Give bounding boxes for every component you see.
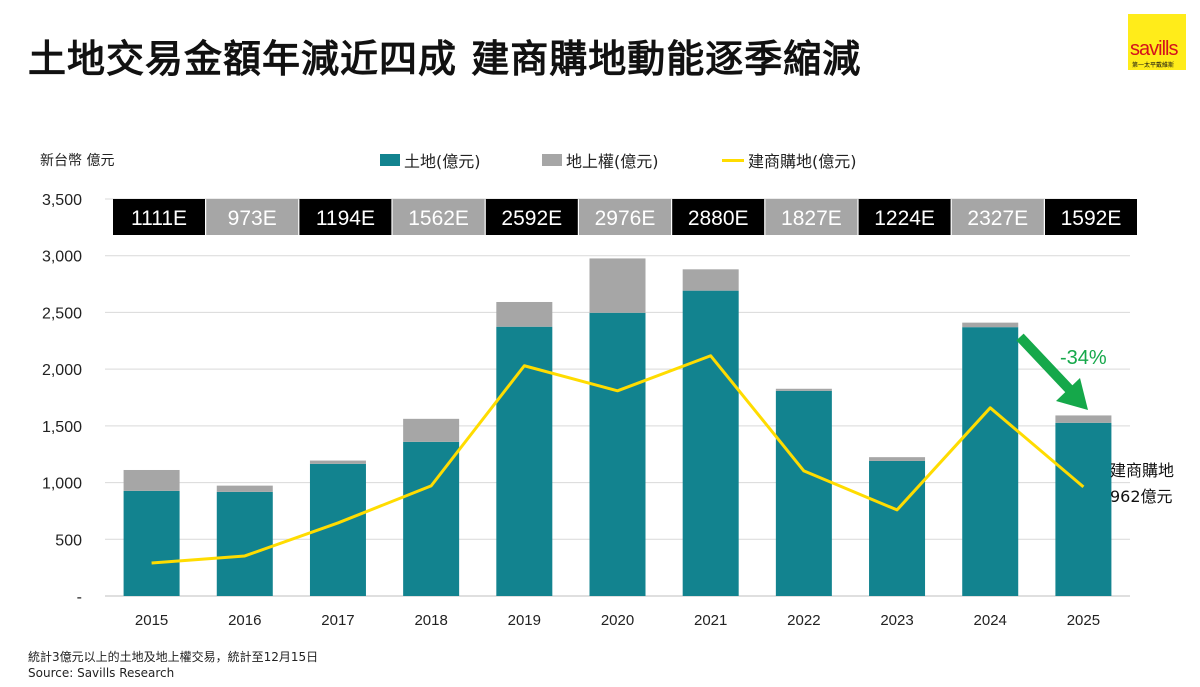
- x-tick-label: 2016: [228, 612, 261, 629]
- legend-developer: 建商購地(億元): [722, 148, 857, 172]
- legend-label: 地上權(億元): [566, 152, 659, 171]
- legend-label: 土地(億元): [404, 152, 481, 171]
- arrow-shaft: [1016, 333, 1074, 394]
- legend-land: 土地(億元): [380, 148, 481, 172]
- total-label-box: [113, 199, 205, 235]
- y-tick-label: -: [77, 589, 82, 606]
- total-label: 2592E: [501, 207, 562, 230]
- bar-land: [589, 312, 646, 596]
- bar-land: [403, 441, 460, 596]
- x-tick-label: 2015: [135, 612, 168, 629]
- y-tick-label: 1,000: [42, 476, 82, 493]
- total-label-box: [206, 199, 299, 235]
- total-label-box: [485, 199, 578, 235]
- y-axis-unit: 新台幣 億元: [40, 153, 115, 169]
- bar-land: [682, 290, 739, 596]
- x-tick-label: 2024: [974, 612, 1007, 629]
- x-tick-label: 2019: [508, 612, 541, 629]
- total-label: 1194E: [316, 207, 375, 230]
- total-label-box: [392, 199, 485, 235]
- total-label: 1224E: [874, 207, 935, 230]
- total-label: 1562E: [408, 207, 469, 230]
- bar-land: [869, 460, 926, 596]
- total-label-box: [579, 199, 671, 235]
- bar-rights: [869, 457, 926, 461]
- bar-rights: [216, 485, 273, 492]
- y-tick-label: 3,000: [42, 249, 82, 266]
- total-label: 2327E: [967, 207, 1028, 230]
- bar-land: [1055, 422, 1112, 596]
- total-label-box: [1045, 199, 1137, 235]
- legend-label: 建商購地(億元): [748, 152, 857, 171]
- total-label: 973E: [228, 207, 277, 230]
- x-tick-label: 2018: [414, 612, 447, 629]
- total-label-box: [858, 199, 951, 235]
- bar-land: [216, 491, 273, 596]
- bar-rights: [1055, 415, 1112, 423]
- bar-rights: [682, 269, 739, 291]
- x-tick-label: 2025: [1067, 612, 1100, 629]
- y-tick-label: 3,500: [42, 192, 82, 209]
- x-tick-label: 2021: [694, 612, 727, 629]
- bar-rights: [403, 418, 460, 442]
- total-label: 2880E: [688, 207, 749, 230]
- x-tick-label: 2020: [601, 612, 634, 629]
- y-tick-label: 2,000: [42, 362, 82, 379]
- bar-rights: [123, 469, 180, 491]
- end-label: 建商購地: [1110, 461, 1174, 480]
- total-label-box: [299, 199, 392, 235]
- footnote: 統計3億元以上的土地及地上權交易，統計至12月15日: [28, 650, 319, 664]
- y-tick-label: 1,500: [42, 419, 82, 436]
- savills-logo: savills 第一太平戴維斯: [1128, 14, 1186, 70]
- bar-land: [962, 327, 1019, 596]
- bar-rights: [309, 460, 366, 464]
- legend-swatch-rights: [542, 154, 562, 166]
- end-label: 962億元: [1110, 487, 1173, 506]
- bar-land: [775, 390, 832, 596]
- source-note: Source: Savills Research: [28, 666, 175, 680]
- total-label-box: [951, 199, 1044, 235]
- x-tick-label: 2022: [787, 612, 820, 629]
- x-tick-label: 2017: [321, 612, 354, 629]
- total-label: 1111E: [131, 207, 187, 230]
- total-label: 1827E: [781, 207, 842, 230]
- x-tick-label: 2023: [880, 612, 913, 629]
- legend-swatch-land: [380, 154, 400, 166]
- legend-rights: 地上權(億元): [542, 148, 659, 172]
- y-tick-label: 500: [55, 532, 82, 549]
- bar-rights: [589, 258, 646, 313]
- total-label-box: [765, 199, 858, 235]
- bar-rights: [962, 322, 1019, 328]
- legend-swatch-line: [722, 158, 744, 162]
- bar-rights: [775, 388, 832, 391]
- page-title: 土地交易金額年減近四成 建商購地動能逐季縮減: [28, 37, 862, 81]
- total-label: 2976E: [595, 207, 656, 230]
- change-label: -34%: [1060, 347, 1107, 369]
- bar-rights: [496, 301, 553, 327]
- total-label-box: [672, 199, 765, 235]
- total-label: 1592E: [1061, 207, 1122, 230]
- y-tick-label: 2,500: [42, 305, 82, 322]
- bar-land: [123, 490, 180, 596]
- arrow-head: [1056, 378, 1088, 410]
